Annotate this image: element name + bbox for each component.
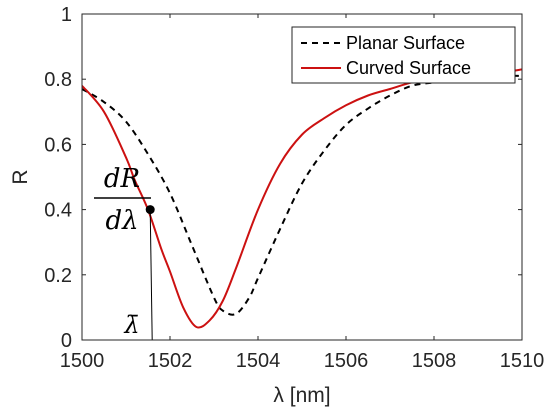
y-axis-label: R	[9, 169, 32, 184]
x-tick-label: 1508	[412, 350, 457, 372]
lambda-bar-label: λ̄	[123, 311, 139, 339]
y-tick-label: 0.4	[44, 200, 72, 222]
y-tick-label: 0.2	[44, 265, 72, 287]
x-tick-label: 1504	[236, 350, 281, 372]
annotation-point-marker	[145, 205, 155, 215]
x-tick-label: 1500	[60, 350, 105, 372]
derivative-denominator: dλ	[105, 206, 138, 236]
legend: Planar Surface Curved Surface	[291, 26, 516, 84]
x-tick-label: 1502	[148, 350, 193, 372]
legend-box	[291, 26, 516, 84]
tangent-drop-line	[149, 209, 153, 341]
y-tick-label: 0.6	[44, 134, 72, 156]
legend-label-curved: Curved Surface	[346, 58, 471, 78]
legend-label-planar: Planar Surface	[346, 33, 465, 53]
y-tick-label: 0	[61, 330, 72, 352]
plot-frame	[81, 13, 523, 341]
y-axis: 0 0.2 0.4 0.6 0.8 1	[44, 4, 522, 352]
x-axis-label: λ [nm]	[273, 384, 330, 407]
y-tick-label: 1	[61, 4, 72, 26]
x-tick-label: 1506	[324, 350, 369, 372]
derivative-numerator: dR	[104, 164, 140, 194]
derivative-annotation: dR dλ λ̄	[94, 164, 155, 341]
x-axis: 1500 1502 1504 1506 1508 1510	[60, 14, 545, 372]
x-tick-label: 1510	[500, 350, 545, 372]
y-tick-label: 0.8	[44, 69, 72, 91]
